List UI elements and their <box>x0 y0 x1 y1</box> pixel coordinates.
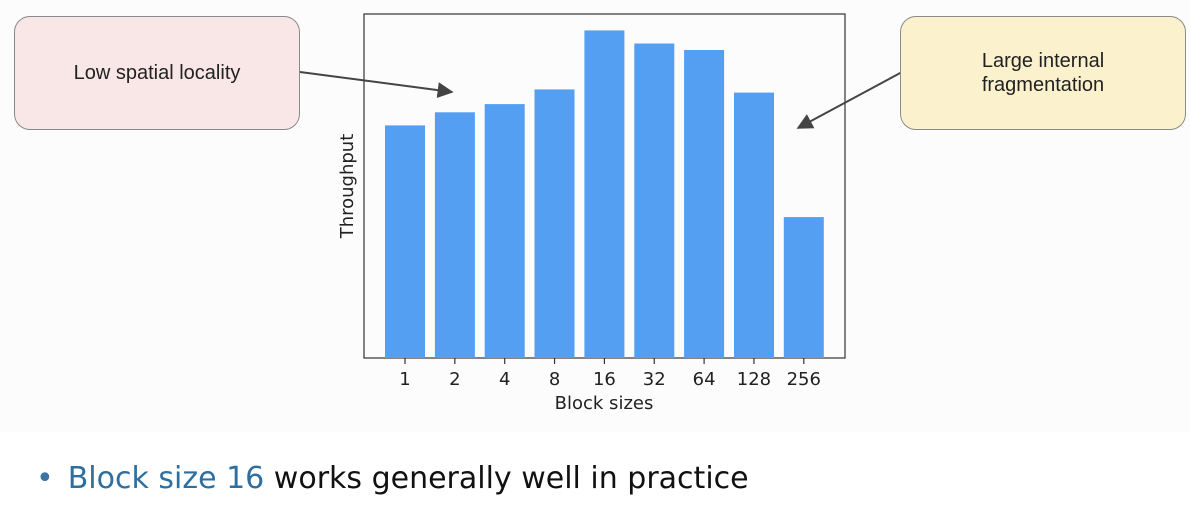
x-tick-label-16: 16 <box>593 369 616 390</box>
x-tick-label-128: 128 <box>737 369 771 390</box>
bar-256 <box>783 217 824 358</box>
bullet-marker: • <box>36 461 54 496</box>
bar-32 <box>634 43 675 358</box>
bar-1 <box>385 125 425 359</box>
callout-low-spatial-locality: Low spatial locality <box>14 16 300 130</box>
x-tick-label-8: 8 <box>549 369 560 390</box>
callout-right-text: Large internal fragmentation <box>981 50 1105 96</box>
bar-128 <box>734 92 774 358</box>
bar-64 <box>684 50 725 358</box>
bar-4 <box>484 104 525 358</box>
x-tick-label-2: 2 <box>449 369 460 390</box>
arrow-large-internal-fragmentation <box>796 71 903 129</box>
bar-8 <box>534 89 575 359</box>
x-tick-label-256: 256 <box>787 369 821 390</box>
x-tick-label-32: 32 <box>643 369 666 390</box>
arrow-low-spatial-locality <box>299 71 454 99</box>
x-tick-label-64: 64 <box>693 369 716 390</box>
callout-large-internal-fragmentation: Large internal fragmentation <box>900 16 1186 130</box>
bullet-highlight: Block size 16 <box>67 461 265 496</box>
bar-2 <box>434 112 475 358</box>
x-tick-label-4: 4 <box>499 369 510 390</box>
bullet-text: works generally well in practice <box>264 461 749 496</box>
bars-group <box>385 30 824 359</box>
callout-left-text: Low spatial locality <box>73 62 241 84</box>
y-axis-label: Throughput <box>337 134 358 240</box>
bar-16 <box>584 30 625 359</box>
bullet-point: • Block size 16 works generally well in p… <box>36 461 749 496</box>
x-tick-label-1: 1 <box>399 369 410 390</box>
x-ticks-group: 1 2 4 8 16 32 64 128 256 <box>399 358 821 390</box>
x-axis-label: Block sizes <box>555 393 654 414</box>
throughput-bar-chart: 1 2 4 8 16 32 64 128 256 Block sizes Throughput <box>299 13 903 414</box>
